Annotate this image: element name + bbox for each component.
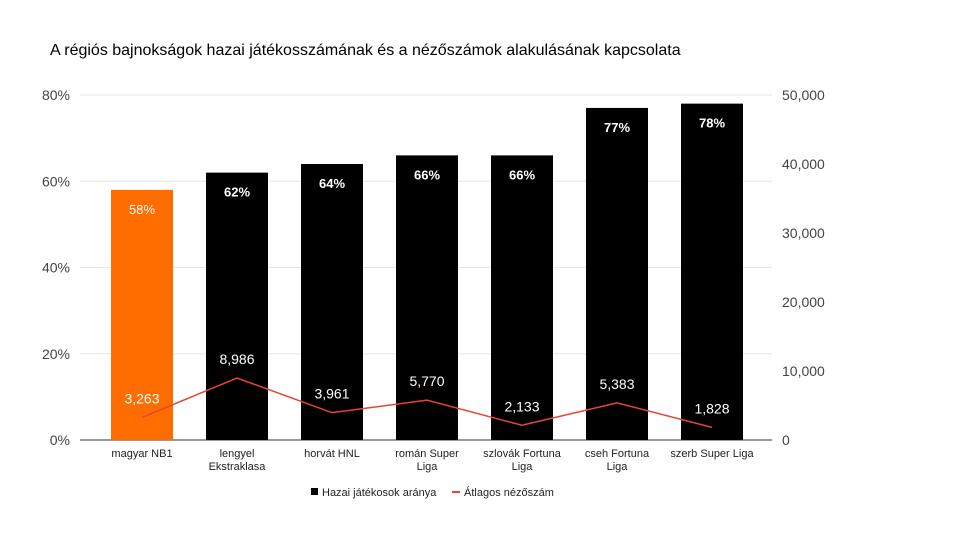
bar-data-label: 66% — [414, 167, 440, 182]
category-label: szlovák Fortuna — [483, 448, 562, 460]
line-data-label: 3,961 — [314, 386, 349, 402]
left-tick-label: 40% — [42, 260, 70, 276]
left-tick-label: 60% — [42, 173, 70, 189]
legend-bar-label: Hazai játékosok aránya — [322, 487, 437, 499]
line-data-label: 3,263 — [124, 390, 159, 406]
bar-data-label: 58% — [129, 202, 155, 217]
bar — [111, 189, 173, 440]
bar — [681, 103, 743, 440]
category-label: román Super — [395, 448, 459, 460]
category-label: lengyel — [220, 448, 255, 460]
category-label: szerb Super Liga — [670, 448, 754, 460]
line-data-label: 8,986 — [219, 351, 254, 367]
bar-data-label: 78% — [699, 116, 725, 131]
left-tick-label: 80% — [42, 87, 70, 103]
line-data-label: 2,133 — [504, 398, 539, 414]
right-tick-label: 50,000 — [782, 87, 825, 103]
line-data-label: 1,828 — [694, 400, 729, 416]
category-label: cseh Fortuna — [585, 448, 650, 460]
category-label: Liga — [607, 461, 629, 473]
bar — [586, 107, 648, 440]
bar — [491, 155, 553, 440]
left-tick-label: 0% — [50, 432, 70, 448]
right-tick-label: 30,000 — [782, 225, 825, 241]
chart-title: A régiós bajnokságok hazai játékosszámán… — [50, 42, 681, 59]
bar — [206, 172, 268, 440]
right-tick-label: 10,000 — [782, 363, 825, 379]
category-label: horvát HNL — [304, 448, 360, 460]
bar — [396, 155, 458, 440]
category-label: Liga — [417, 461, 439, 473]
bar-data-label: 77% — [604, 120, 630, 135]
legend-bar-swatch — [311, 488, 318, 495]
bar-data-label: 64% — [319, 176, 345, 191]
left-tick-label: 20% — [42, 346, 70, 362]
legend-line-label: Átlagos nézőszám — [464, 486, 554, 499]
right-tick-label: 0 — [782, 432, 790, 448]
category-label: magyar NB1 — [111, 448, 172, 460]
right-tick-label: 40,000 — [782, 156, 825, 172]
category-label: Ekstraklasa — [209, 461, 267, 473]
bar-data-label: 62% — [224, 185, 250, 200]
bar — [301, 164, 363, 440]
right-tick-label: 20,000 — [782, 294, 825, 310]
line-data-label: 5,770 — [409, 373, 444, 389]
bar-data-label: 66% — [509, 167, 535, 182]
line-data-label: 5,383 — [599, 376, 634, 392]
category-label: Liga — [512, 461, 534, 473]
